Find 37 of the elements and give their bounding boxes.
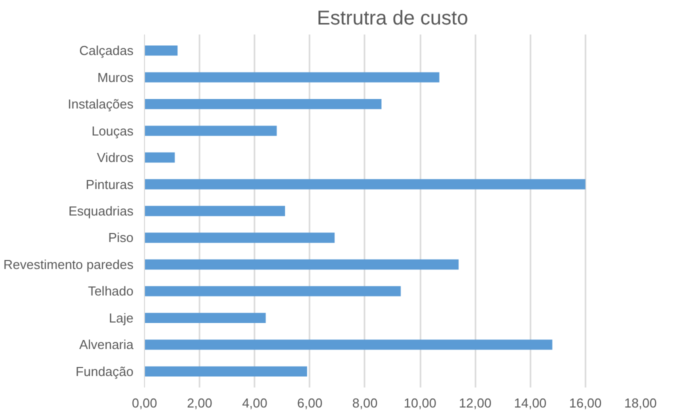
x-tick-label: 6,00 bbox=[297, 396, 322, 410]
bar bbox=[144, 286, 401, 296]
bar bbox=[144, 232, 335, 243]
x-tick-label: 0,00 bbox=[132, 396, 158, 410]
x-tick-label: 2,00 bbox=[186, 396, 212, 410]
y-tick-label: Esquadrias bbox=[68, 204, 134, 218]
y-tick-label: Fundação bbox=[76, 364, 134, 379]
bar bbox=[144, 126, 277, 136]
y-tick-label: Alvenaria bbox=[79, 337, 134, 352]
y-tick-label: Laje bbox=[108, 310, 134, 326]
bar bbox=[144, 72, 440, 82]
y-tick-label: Revestimento paredes bbox=[3, 256, 134, 272]
y-tick-label: Vidros bbox=[96, 150, 134, 166]
bar bbox=[144, 152, 175, 163]
y-tick-label: Instalações bbox=[68, 96, 134, 112]
x-tick-label: 12,00 bbox=[458, 396, 492, 410]
x-tick-label: 14,00 bbox=[514, 396, 547, 410]
x-tick-label: 4,00 bbox=[242, 396, 268, 410]
bar bbox=[144, 312, 266, 324]
y-tick-label: Pinturas bbox=[86, 176, 134, 192]
y-tick-label: Louças bbox=[92, 123, 134, 138]
bar bbox=[144, 206, 286, 216]
y-tick-label: Calçadas bbox=[79, 43, 134, 58]
x-tick-label: 16,00 bbox=[569, 396, 602, 410]
y-tick-label: Muros bbox=[97, 70, 134, 85]
y-tick-label: Piso bbox=[108, 230, 134, 246]
bar bbox=[144, 259, 459, 270]
bar bbox=[144, 179, 586, 190]
bar bbox=[144, 45, 178, 56]
bar bbox=[144, 340, 552, 350]
x-tick-label: 18,00 bbox=[624, 396, 657, 410]
x-tick-label: 8,00 bbox=[352, 396, 378, 410]
bar bbox=[144, 98, 382, 110]
chart-title: Estrutra de custo bbox=[316, 8, 468, 30]
x-tick-label: 10,00 bbox=[404, 396, 436, 410]
bar bbox=[144, 366, 308, 377]
y-tick-label: Telhado bbox=[88, 284, 134, 299]
